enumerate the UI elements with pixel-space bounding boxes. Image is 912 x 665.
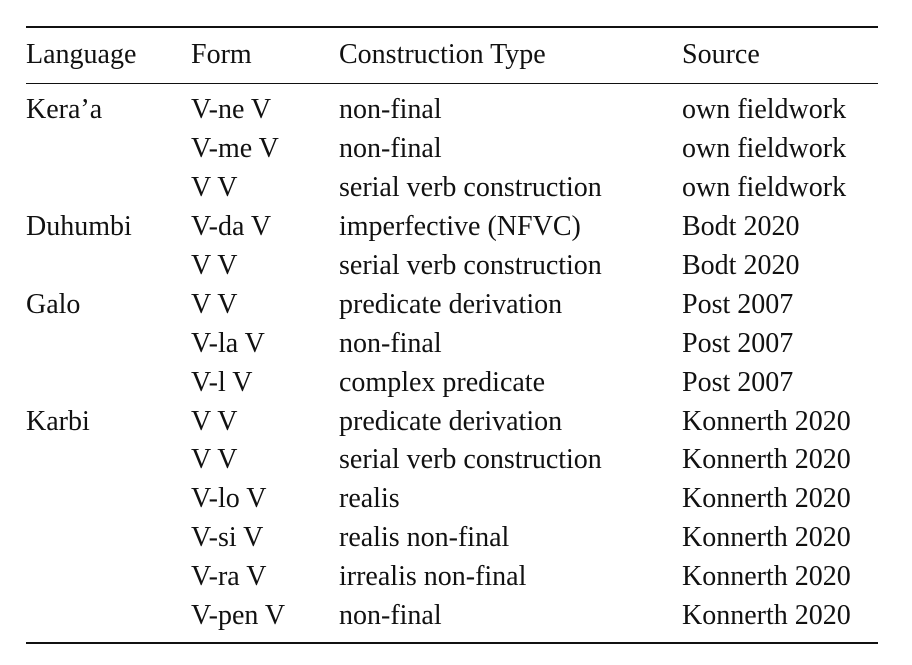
cell-language (26, 558, 191, 597)
cell-form: V-da V (191, 211, 272, 243)
cell-language (26, 130, 191, 169)
cell-source: Bodt 2020 (682, 250, 800, 281)
cell-form: V V (191, 405, 238, 437)
cell-source: Konnerth 2020 (682, 444, 851, 476)
cell-form: V-me V (191, 133, 279, 165)
cell-form: V-si V (191, 522, 264, 554)
cell-construction-type: serial verb construction (339, 444, 602, 476)
cell-construction-type: predicate derivation (339, 405, 563, 437)
cell-form: V-ne V (191, 94, 272, 126)
cell-form: V-la V (191, 327, 265, 359)
cell-construction-type: serial verb construction (339, 172, 602, 204)
bottom-rule (26, 642, 878, 644)
cell-language (26, 169, 191, 208)
cell-source: Post 2007 (682, 288, 794, 320)
table-row: V-me V non-final own fieldwork (26, 130, 878, 169)
table-row: Duhumbi V-da V imperfective (NFVC) Bodt … (26, 208, 878, 247)
cell-construction-type: non-final (339, 133, 442, 165)
table-row: Galo V V predicate derivation Post 2007 (26, 285, 878, 324)
header-language: Language (26, 39, 137, 70)
cell-form: V V (191, 444, 238, 476)
cell-form: V-ra V (191, 561, 267, 593)
cell-construction-type: non-final (339, 94, 442, 126)
header-source: Source (682, 39, 760, 70)
header-rule (26, 83, 878, 84)
table-row: V V serial verb construction Konnerth 20… (26, 441, 878, 480)
cell-source: Konnerth 2020 (682, 561, 851, 593)
cell-form: V-pen V (191, 600, 286, 632)
cell-source: own fieldwork (682, 133, 847, 165)
top-rule (26, 26, 878, 28)
cell-language: Karbi (26, 405, 90, 437)
cell-source: Bodt 2020 (682, 211, 800, 243)
cell-construction-type: non-final (339, 600, 442, 632)
cell-language (26, 324, 191, 363)
cell-construction-type: imperfective (NFVC) (339, 211, 581, 243)
cell-construction-type: realis non-final (339, 522, 510, 554)
cell-construction-type: irrealis non-final (339, 561, 527, 593)
table-row: V V serial verb construction Bodt 2020 (26, 247, 878, 286)
cell-language (26, 519, 191, 558)
table-row: V-pen V non-final Konnerth 2020 (26, 597, 878, 636)
cell-language (26, 597, 191, 636)
cell-language (26, 441, 191, 480)
cell-source: Post 2007 (682, 327, 794, 359)
header-construction-type: Construction Type (339, 39, 546, 70)
header-spacer (26, 80, 878, 91)
cell-language (26, 247, 191, 286)
table-row: V-lo V realis Konnerth 2020 (26, 480, 878, 519)
table-row: Karbi V V predicate derivation Konnerth … (26, 402, 878, 441)
cell-language: Duhumbi (26, 211, 132, 243)
table-row: V-ra V irrealis non-final Konnerth 2020 (26, 558, 878, 597)
cell-construction-type: predicate derivation (339, 288, 563, 320)
cell-form: V-l V (191, 366, 253, 398)
cell-language: Kera’a (26, 94, 103, 126)
cell-language (26, 363, 191, 402)
cell-form: V-lo V (191, 483, 267, 515)
cell-construction-type: complex predicate (339, 366, 546, 398)
table-row: Kera’a V-ne V non-final own fieldwork (26, 91, 878, 130)
table-body: Kera’a V-ne V non-final own fieldwork V-… (26, 91, 878, 635)
cell-construction-type: non-final (339, 327, 442, 359)
cell-source: Konnerth 2020 (682, 483, 851, 515)
table-row: V-la V non-final Post 2007 (26, 324, 878, 363)
table-row: V-l V complex predicate Post 2007 (26, 363, 878, 402)
cell-form: V V (191, 250, 238, 281)
table-row: V-si V realis non-final Konnerth 2020 (26, 519, 878, 558)
cell-source: own fieldwork (682, 172, 847, 204)
cell-language (26, 480, 191, 519)
cell-construction-type: serial verb construction (339, 250, 602, 281)
cell-language: Galo (26, 288, 81, 320)
cell-form: V V (191, 172, 238, 204)
header-form: Form (191, 39, 252, 70)
cell-form: V V (191, 288, 238, 320)
cell-construction-type: realis (339, 483, 400, 515)
header-row: Language Form Construction Type Source (26, 30, 878, 80)
data-table: Language Form Construction Type Source K… (26, 30, 878, 635)
cell-source: Konnerth 2020 (682, 600, 851, 632)
cell-source: Post 2007 (682, 366, 794, 398)
cell-source: Konnerth 2020 (682, 522, 851, 554)
cell-source: own fieldwork (682, 94, 847, 126)
cell-source: Konnerth 2020 (682, 405, 851, 437)
table-row: V V serial verb construction own fieldwo… (26, 169, 878, 208)
